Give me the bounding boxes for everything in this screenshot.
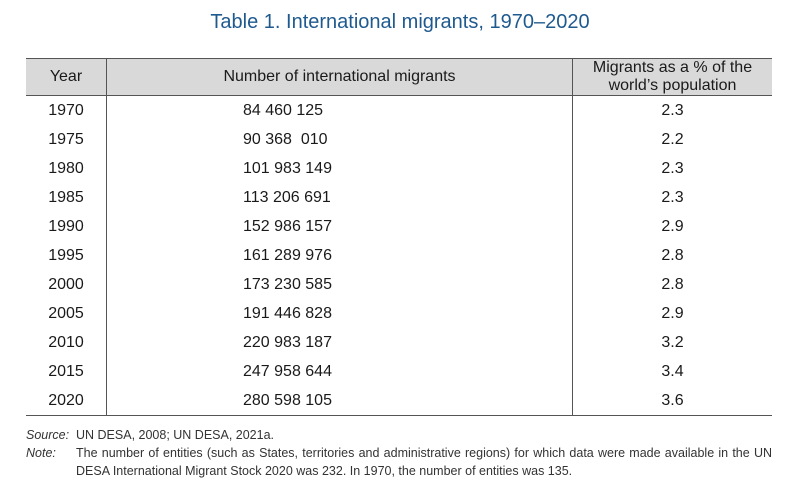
migrants-table: Year Number of international migrants Mi… [26, 58, 772, 416]
year-cell: 2000 [48, 275, 84, 293]
percent-cell: 2.3 [572, 154, 772, 183]
percent-cell: 2.2 [572, 125, 772, 154]
year-cell: 1990 [48, 217, 84, 235]
percent-cell: 2.9 [572, 299, 772, 328]
source-label: Source: [26, 428, 70, 442]
source-text: UN DESA, 2008; UN DESA, 2021a. [76, 428, 275, 442]
migrants-cell: 220 983 187 [106, 328, 573, 357]
percent-cell: 2.3 [572, 183, 772, 212]
year-cell: 1975 [48, 130, 84, 148]
year-cell: 2015 [48, 362, 84, 380]
table-row: 2000 173 230 585 2.8 [26, 270, 772, 299]
year-cell: 1970 [48, 101, 84, 119]
table-row: 2010 220 983 187 3.2 [26, 328, 772, 357]
year-cell: 2005 [48, 304, 84, 322]
explanatory-note: Note: The number of entities (such as St… [26, 444, 772, 480]
percent-cell: 2.9 [572, 212, 772, 241]
note-label: Note: [26, 446, 56, 460]
percent-cell: 3.2 [572, 328, 772, 357]
year-cell: 1980 [48, 159, 84, 177]
table-row: 1980 101 983 149 2.3 [26, 154, 772, 183]
percent-cell: 2.8 [572, 241, 772, 270]
migrants-cell: 84 460 125 [106, 95, 573, 125]
percent-cell: 3.4 [572, 357, 772, 386]
migrants-cell: 280 598 105 [106, 386, 573, 416]
percent-cell: 3.6 [572, 386, 772, 416]
table-row: 1990 152 986 157 2.9 [26, 212, 772, 241]
year-cell: 1995 [48, 246, 84, 264]
percent-cell: 2.8 [572, 270, 772, 299]
migrants-cell: 113 206 691 [106, 183, 573, 212]
year-cell: 1985 [48, 188, 84, 206]
percent-cell: 2.3 [572, 95, 772, 125]
table-notes: Source: UN DESA, 2008; UN DESA, 2021a. N… [26, 426, 772, 480]
table-row: 1970 84 460 125 2.3 [26, 95, 772, 125]
table-row: 2015 247 958 644 3.4 [26, 357, 772, 386]
migrants-cell: 90 368 010 [106, 125, 573, 154]
table-row: 1995 161 289 976 2.8 [26, 241, 772, 270]
migrants-cell: 173 230 585 [106, 270, 573, 299]
migrants-cell: 247 958 644 [106, 357, 573, 386]
migrants-cell: 191 446 828 [106, 299, 573, 328]
header-year: Year [26, 58, 107, 96]
note-text: The number of entities (such as States, … [76, 446, 772, 478]
year-cell: 2010 [48, 333, 84, 351]
migrants-cell: 101 983 149 [106, 154, 573, 183]
header-number-of-migrants: Number of international migrants [106, 58, 573, 96]
year-cell: 2020 [26, 386, 107, 416]
migrants-cell: 161 289 976 [106, 241, 573, 270]
header-percent-of-population: Migrants as a % of the world’s populatio… [572, 58, 772, 96]
table-row: 1975 90 368 010 2.2 [26, 125, 772, 154]
table-row: 2005 191 446 828 2.9 [26, 299, 772, 328]
source-note: Source: UN DESA, 2008; UN DESA, 2021a. [26, 426, 772, 444]
table-title: Table 1. International migrants, 1970–20… [210, 11, 590, 33]
table-row: 1985 113 206 691 2.3 [26, 183, 772, 212]
table-row: 2020 280 598 105 3.6 [26, 386, 772, 416]
migrants-cell: 152 986 157 [106, 212, 573, 241]
table-header-row: Year Number of international migrants Mi… [26, 58, 772, 96]
